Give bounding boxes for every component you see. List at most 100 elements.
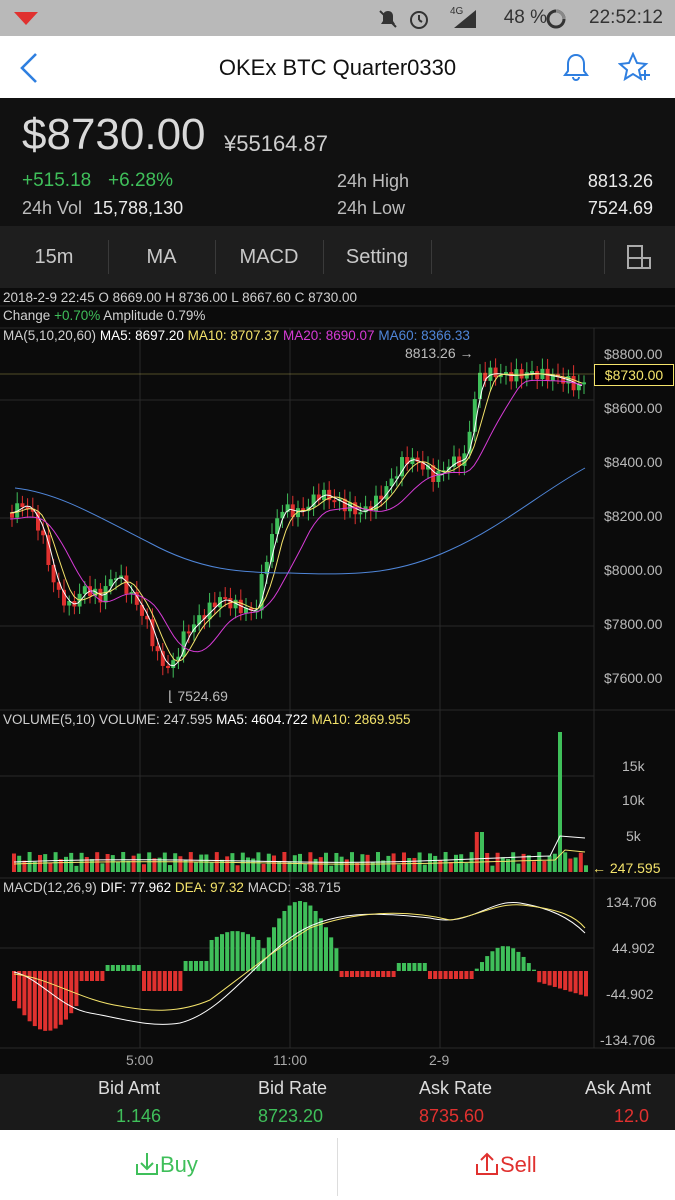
candle-body — [400, 457, 404, 477]
candle-body — [509, 372, 514, 382]
volume-bar — [459, 854, 464, 872]
volume-bar — [568, 858, 573, 872]
kline-chart[interactable]: 2018-2-9 22:45 O 8669.00 H 8736.00 L 866… — [0, 288, 675, 1074]
macd-histogram-bar — [412, 963, 417, 971]
candle-body — [124, 575, 129, 594]
volume-bar — [511, 852, 516, 872]
macd-histogram-bar — [511, 948, 516, 971]
tab-divider — [215, 240, 216, 274]
macd-histogram-bar — [573, 971, 578, 994]
candle-body — [452, 456, 456, 467]
tab-15m[interactable]: 15m — [34, 246, 74, 268]
macd-histogram-bar — [474, 968, 479, 971]
macd-histogram-bar — [506, 946, 510, 971]
macd-dea-line — [13, 904, 586, 1011]
candle-body — [259, 574, 264, 611]
low-value: 8667.60 — [242, 290, 291, 305]
low-marker: ⌊ 7524.69 — [168, 688, 228, 704]
volume-bar — [454, 854, 458, 872]
candle-body — [160, 651, 165, 666]
footer-divider — [337, 1138, 338, 1196]
volume-bar — [433, 855, 438, 872]
macd-histogram-bar — [396, 963, 401, 971]
macd-histogram-bar — [376, 971, 380, 977]
status-bar: 4G 48 % 22:52:12 — [0, 0, 675, 36]
volume-bar — [370, 861, 375, 872]
candle-body — [254, 610, 259, 613]
volume-ma5: MA5: 4604.722 — [216, 712, 308, 727]
add-favorite-star-icon[interactable] — [618, 52, 652, 82]
time-label: 2-9 — [429, 1052, 450, 1068]
buy-button[interactable]: Buy — [134, 1130, 198, 1200]
axis-price-8000: $8000.00 — [604, 562, 663, 578]
macd-histogram-bar — [495, 947, 500, 971]
volume-bar — [532, 861, 536, 872]
volume-bar — [464, 862, 469, 872]
volume-tag-value: 247.595 — [609, 860, 661, 876]
axis-price-7800: $7800.00 — [604, 616, 663, 632]
macd-histogram-bar — [428, 971, 432, 979]
macd-histogram-bar — [464, 971, 469, 979]
candle-body — [56, 582, 61, 590]
back-icon[interactable] — [18, 52, 40, 84]
sell-upload-icon — [476, 1152, 498, 1175]
macd-histogram-bar — [230, 931, 235, 971]
macd-histogram-bar — [32, 971, 37, 1027]
axis-price-7600: $7600.00 — [604, 670, 663, 686]
volume-bar — [417, 852, 422, 872]
macd-histogram-bar — [386, 971, 391, 977]
candle-body — [384, 486, 389, 500]
macd-histogram-bar — [521, 956, 526, 971]
volume-bar — [485, 852, 490, 872]
candle-body — [223, 597, 228, 600]
order-book-summary: Bid Amt Bid Rate Ask Rate Ask Amt 1.146 … — [0, 1074, 675, 1130]
change-row: Change +0.70% Amplitude 0.79% — [3, 308, 205, 323]
macd-histogram-bar — [339, 971, 344, 977]
macd-histogram-bar — [53, 971, 58, 1029]
ma5-line — [9, 372, 583, 667]
macd-histogram-bar — [74, 971, 79, 1007]
ask-rate-value: 8735.60 — [419, 1106, 485, 1126]
candle-body — [119, 575, 124, 579]
buy-download-icon — [136, 1153, 158, 1175]
tab-macd[interactable]: MACD — [239, 246, 299, 268]
macd-histogram-bar — [448, 971, 453, 979]
ask-rate-header: Ask Rate — [419, 1078, 493, 1098]
volume-bar — [105, 854, 110, 872]
macd-histogram-bar — [220, 934, 224, 971]
change-value: +0.70% — [54, 308, 101, 323]
fullscreen-icon[interactable] — [624, 244, 654, 272]
macd-label: MACD(12,26,9) — [3, 880, 97, 895]
ma5-value: MA5: 8697.20 — [99, 328, 184, 343]
volume-bar — [90, 859, 94, 872]
tab-ma[interactable]: MA — [146, 246, 177, 268]
volume-bar — [474, 832, 479, 872]
macd-histogram-bar — [235, 931, 240, 971]
macd-histogram-bar — [256, 939, 261, 971]
candle-body — [332, 500, 337, 503]
volume-bar — [412, 857, 417, 872]
volume-bar — [136, 853, 141, 872]
macd-dif: DIF: 77.962 — [100, 880, 172, 895]
candle-body — [150, 619, 155, 647]
last-price: $8730.00 — [22, 110, 206, 159]
volume-tag: ← 247.595 — [592, 860, 661, 876]
sell-button[interactable]: Sell — [474, 1130, 537, 1200]
bid-rate-header: Bid Rate — [258, 1078, 328, 1098]
volume-bar — [516, 863, 521, 872]
macd-histogram-bar — [558, 971, 562, 989]
bell-icon[interactable] — [562, 52, 590, 82]
price-change: +515.18 — [22, 170, 92, 191]
axis-vol-5k: 5k — [626, 828, 641, 844]
volume-bar — [168, 865, 172, 872]
candle-body — [62, 589, 66, 606]
macd-histogram-bar — [17, 971, 22, 1009]
candle-body — [270, 534, 274, 562]
tab-setting[interactable]: Setting — [345, 246, 409, 268]
volume-bar — [396, 864, 401, 872]
volume-bar — [360, 854, 365, 872]
macd-histogram-bar — [542, 971, 547, 984]
candle-body — [51, 564, 56, 583]
buy-label: Buy — [160, 1152, 198, 1177]
volume-bar — [173, 853, 178, 872]
